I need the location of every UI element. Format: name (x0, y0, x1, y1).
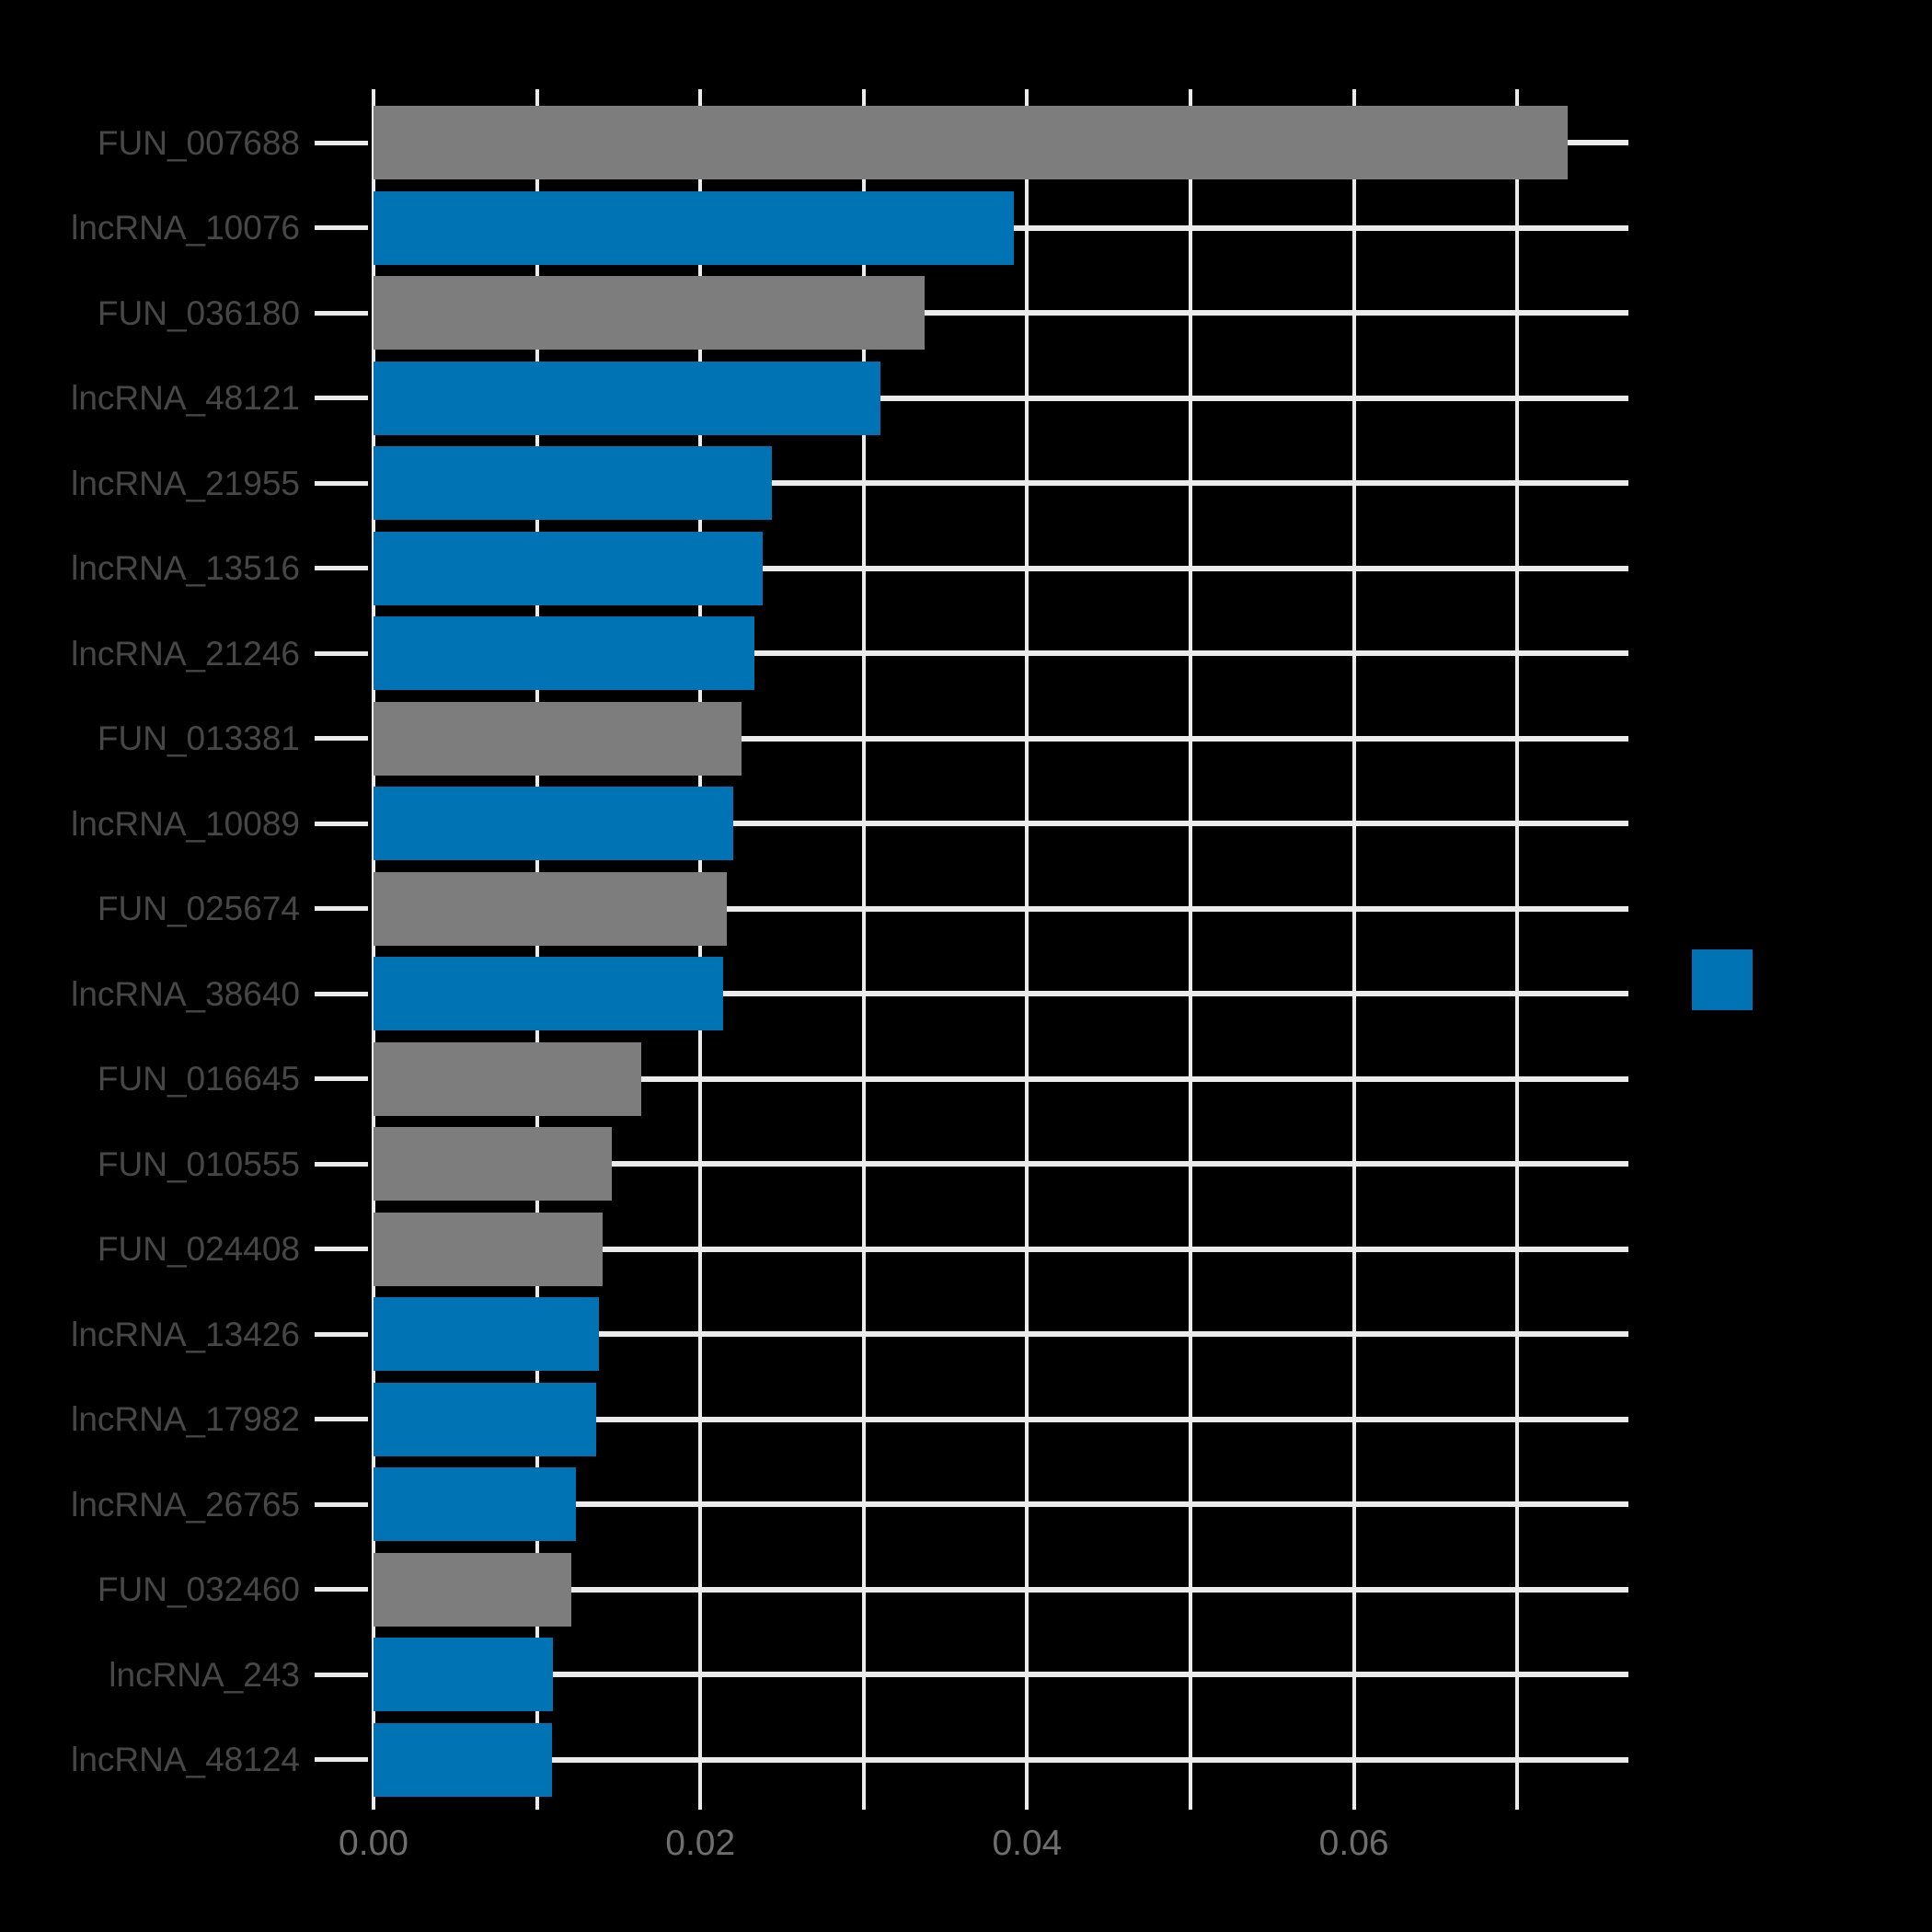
y-gridline (374, 1501, 1628, 1507)
bar (374, 446, 773, 520)
y-axis-label: FUN_024408 (97, 1230, 300, 1268)
y-gridline (374, 735, 1628, 742)
x-gridline (1189, 89, 1193, 1810)
x-gridline (698, 89, 703, 1810)
y-tick (315, 1331, 368, 1337)
y-axis-label: lncRNA_13426 (71, 1315, 300, 1353)
y-axis-label: FUN_025674 (97, 890, 300, 927)
bar (374, 106, 1569, 179)
x-axis-label: 0.06 (1318, 1823, 1389, 1863)
y-axis-label: lncRNA_10076 (71, 209, 300, 247)
y-gridline (374, 991, 1628, 996)
bar (374, 361, 880, 435)
y-tick (315, 906, 368, 911)
y-axis-label: FUN_032460 (97, 1570, 300, 1608)
bar (374, 616, 754, 690)
bar (374, 1722, 552, 1797)
y-tick (315, 1417, 368, 1421)
y-tick (315, 225, 368, 230)
y-tick (315, 1672, 368, 1677)
y-gridline (374, 565, 1628, 571)
bar (374, 1127, 613, 1201)
y-axis-label: lncRNA_13516 (71, 549, 300, 587)
y-gridline (374, 905, 1628, 912)
x-axis-label: 0.00 (339, 1823, 408, 1863)
y-axis-label: lncRNA_21246 (71, 634, 300, 673)
y-tick (315, 396, 368, 400)
y-gridline (374, 395, 1628, 401)
bar (374, 701, 742, 776)
y-axis-label: FUN_007688 (97, 123, 300, 162)
y-gridline (374, 1331, 1628, 1337)
bar (374, 1467, 577, 1541)
y-axis-label: FUN_036180 (97, 293, 300, 332)
y-axis-label: lncRNA_17982 (71, 1400, 300, 1438)
y-tick (315, 310, 368, 316)
x-gridline (1515, 89, 1520, 1810)
y-tick (315, 991, 368, 996)
y-tick (315, 480, 368, 486)
bar (374, 1297, 600, 1371)
bar (374, 190, 1015, 265)
x-axis-label: 0.02 (665, 1823, 736, 1863)
y-tick (315, 140, 368, 145)
bar (374, 871, 727, 946)
y-axis-label: FUN_013381 (97, 719, 300, 757)
y-axis-label: lncRNA_48124 (71, 1741, 300, 1778)
x-gridline (1351, 89, 1356, 1810)
y-gridline (374, 1416, 1628, 1422)
y-tick (315, 1247, 368, 1251)
y-gridline (374, 480, 1628, 486)
y-axis-label: lncRNA_38640 (71, 974, 300, 1013)
bar (374, 1638, 554, 1711)
bar (374, 1382, 596, 1456)
bar (374, 1212, 603, 1286)
bar (374, 276, 925, 350)
y-axis-label: FUN_016645 (97, 1060, 300, 1098)
bar (374, 531, 763, 605)
y-gridline (374, 1756, 1628, 1763)
y-gridline (374, 1586, 1628, 1593)
x-gridline (1025, 89, 1029, 1810)
y-gridline (374, 650, 1628, 656)
y-gridline (374, 1246, 1628, 1252)
y-axis-label: lncRNA_26765 (71, 1485, 300, 1524)
y-tick (315, 736, 368, 741)
y-gridline (374, 821, 1628, 826)
y-tick (315, 1501, 368, 1507)
bar (374, 1041, 642, 1116)
x-gridline (861, 89, 866, 1810)
y-axis-label: lncRNA_21955 (71, 464, 300, 502)
y-gridline (374, 1161, 1628, 1167)
y-tick (315, 1587, 368, 1592)
x-gridline (535, 89, 539, 1810)
y-axis-label: lncRNA_243 (109, 1655, 300, 1694)
y-tick (315, 1076, 368, 1081)
y-axis-label: lncRNA_10089 (71, 804, 300, 843)
y-gridline (374, 1075, 1628, 1082)
y-tick (315, 1757, 368, 1762)
bar (374, 787, 733, 860)
y-gridline (374, 310, 1628, 316)
y-axis-label: FUN_010555 (97, 1144, 300, 1183)
y-tick (315, 650, 368, 656)
legend-swatch (1692, 949, 1753, 1010)
x-axis-label: 0.04 (992, 1823, 1063, 1863)
y-axis-label: lncRNA_48121 (71, 379, 300, 417)
y-gridline (374, 1672, 1628, 1677)
bar (374, 1552, 571, 1627)
y-tick (315, 1161, 368, 1167)
bar (374, 957, 724, 1030)
y-tick (315, 821, 368, 826)
y-tick (315, 566, 368, 570)
x-gridline (372, 89, 375, 1810)
